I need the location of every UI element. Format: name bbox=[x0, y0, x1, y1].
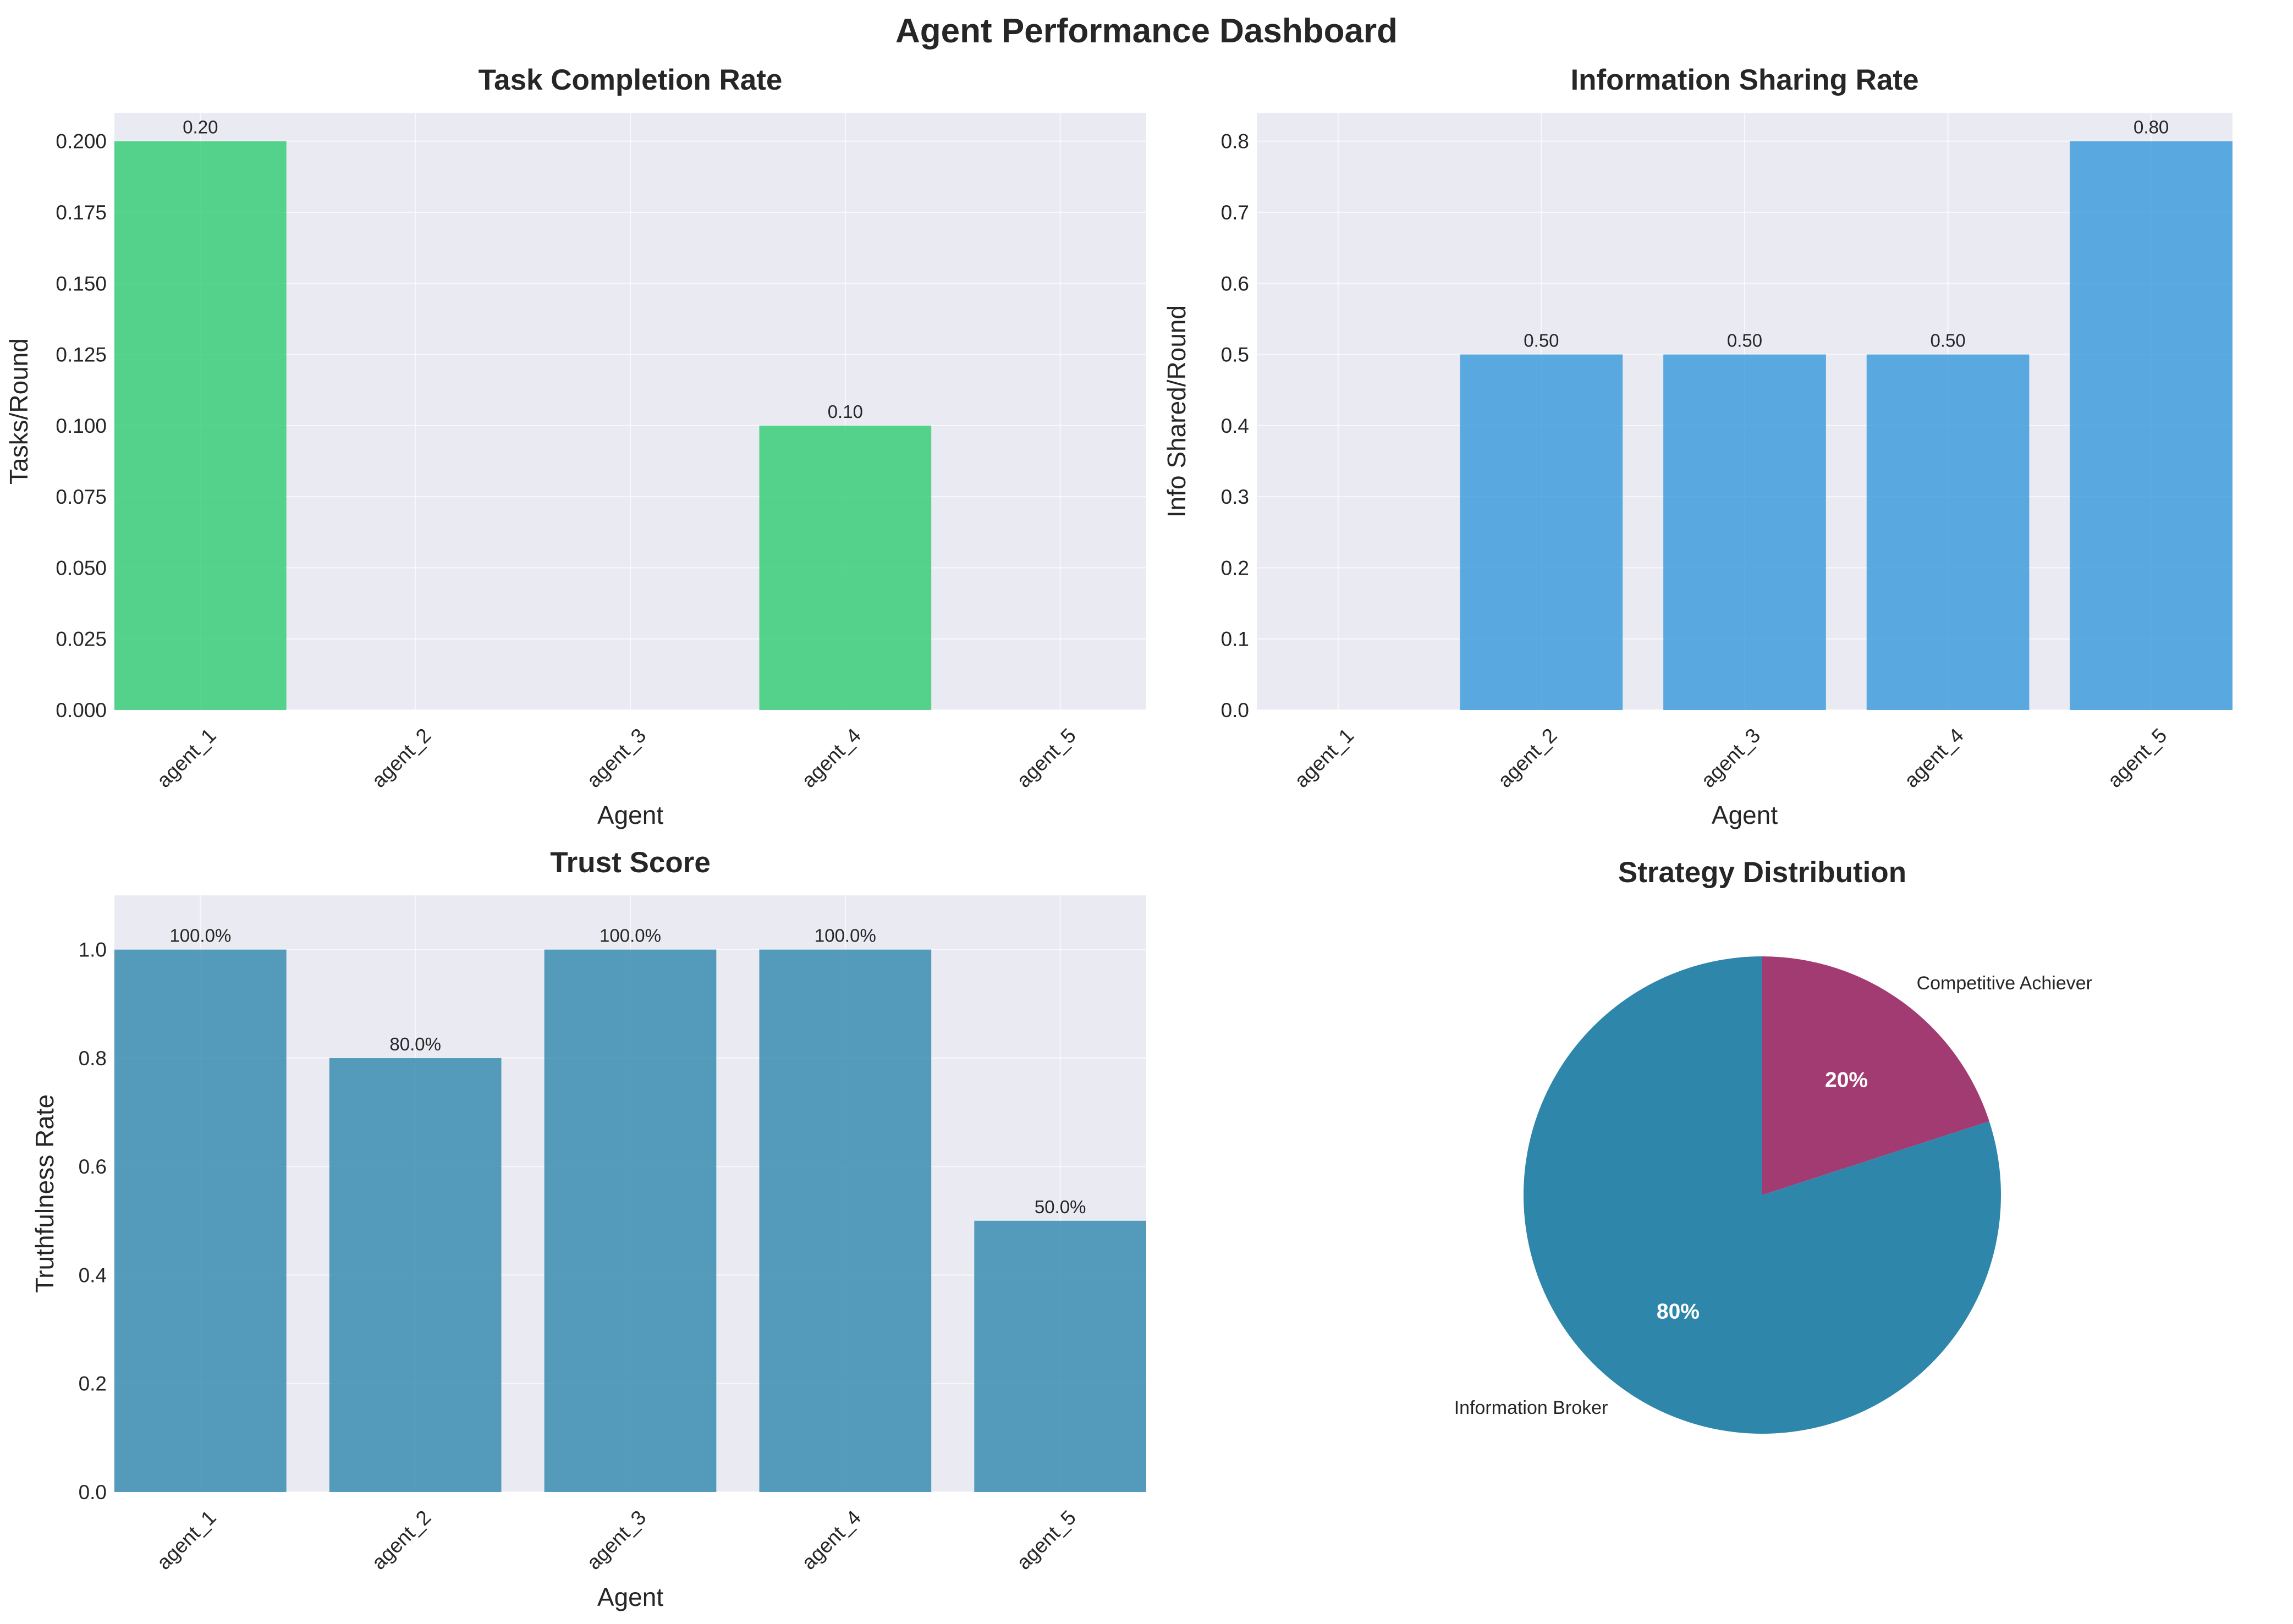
y-tick-label: 0.8 bbox=[79, 1047, 107, 1070]
data-label: 100.0% bbox=[815, 926, 876, 946]
pie-pct-label: 80% bbox=[1657, 1300, 1700, 1324]
bar-agent_2 bbox=[329, 1058, 502, 1492]
y-tick-label: 0.3 bbox=[1221, 486, 1249, 508]
bar-agent_3 bbox=[544, 949, 717, 1492]
x-tick-label: agent_1 bbox=[152, 724, 221, 792]
y-tick-label: 0.075 bbox=[56, 486, 107, 508]
y-tick-label: 0.100 bbox=[56, 415, 107, 437]
bar-agent_4 bbox=[759, 949, 932, 1492]
data-label: 0.50 bbox=[1524, 331, 1559, 351]
chart-title: Strategy Distribution bbox=[1618, 856, 1906, 889]
y-axis-label: Tasks/Round bbox=[4, 338, 33, 485]
x-tick-label: agent_2 bbox=[367, 724, 436, 792]
x-tick-label: agent_1 bbox=[1290, 724, 1359, 792]
y-tick-label: 0.2 bbox=[79, 1373, 107, 1395]
x-tick-label: agent_4 bbox=[798, 724, 866, 792]
bar-agent_1 bbox=[114, 141, 287, 710]
chart-title: Trust Score bbox=[550, 846, 711, 879]
x-tick-label: agent_2 bbox=[1493, 724, 1561, 792]
data-label: 0.20 bbox=[183, 117, 218, 137]
chart-4: Strategy Distribution 20% Competitive Achi… bbox=[1454, 856, 2092, 1434]
y-tick-label: 0.175 bbox=[56, 201, 107, 224]
y-tick-label: 0.0 bbox=[1221, 699, 1249, 722]
y-tick-label: 0.4 bbox=[79, 1264, 107, 1286]
x-tick-label: agent_5 bbox=[1012, 1506, 1080, 1574]
y-tick-label: 0.000 bbox=[56, 699, 107, 722]
pie-slice-2 bbox=[1523, 956, 2001, 1434]
chart-1: 0.20 0.10 0.000 0.025 0.050 0.075 0.100 0.125 0.… bbox=[4, 64, 1146, 829]
bar-agent_4 bbox=[1866, 354, 2030, 710]
y-tick-label: 0.200 bbox=[56, 130, 107, 153]
pie-category-label: Information Broker bbox=[1454, 1397, 1608, 1418]
data-label: 0.80 bbox=[2133, 117, 2169, 137]
x-tick-label: agent_5 bbox=[1012, 724, 1080, 792]
x-tick-label: agent_1 bbox=[152, 1506, 221, 1574]
pie-slice-1 bbox=[1762, 956, 1989, 1195]
y-tick-label: 0.150 bbox=[56, 272, 107, 295]
bar-agent_2 bbox=[1460, 354, 1623, 710]
y-tick-label: 0.6 bbox=[79, 1155, 107, 1178]
data-label: 100.0% bbox=[169, 926, 231, 946]
y-tick-label: 0.4 bbox=[1221, 415, 1249, 437]
bar-agent_3 bbox=[1663, 354, 1826, 710]
data-label: 100.0% bbox=[600, 926, 661, 946]
chart-3: 100.0% 80.0% 100.0% 100.0% 50.0% 0.0 0.2 0.4 0.6… bbox=[30, 846, 1146, 1611]
y-tick-label: 0.125 bbox=[56, 344, 107, 366]
y-axis-label: Truthfulness Rate bbox=[30, 1094, 59, 1293]
x-tick-label: agent_4 bbox=[1900, 724, 1968, 792]
y-tick-label: 0.050 bbox=[56, 557, 107, 579]
data-label: 0.50 bbox=[1930, 331, 1965, 351]
x-tick-label: agent_3 bbox=[1697, 724, 1765, 792]
x-tick-label: agent_4 bbox=[798, 1506, 866, 1574]
chart-title: Task Completion Rate bbox=[479, 64, 783, 96]
bar-agent_1 bbox=[114, 949, 287, 1492]
y-tick-label: 0.6 bbox=[1221, 272, 1249, 295]
x-axis-label: Agent bbox=[597, 801, 663, 829]
chart-title: Information Sharing Rate bbox=[1570, 64, 1918, 96]
x-tick-label: agent_3 bbox=[582, 724, 651, 792]
y-axis-label: Info Shared/Round bbox=[1162, 305, 1191, 518]
dashboard-title: Agent Performance Dashboard bbox=[895, 12, 1398, 50]
y-tick-label: 0.025 bbox=[56, 628, 107, 651]
x-axis-label: Agent bbox=[1712, 801, 1778, 829]
y-tick-label: 0.1 bbox=[1221, 628, 1249, 651]
bar-agent_5 bbox=[2070, 141, 2232, 710]
y-tick-label: 0.7 bbox=[1221, 201, 1249, 224]
y-tick-label: 0.0 bbox=[79, 1481, 107, 1504]
x-axis-label: Agent bbox=[597, 1583, 663, 1611]
pie-pct-label: 20% bbox=[1825, 1068, 1868, 1092]
bar-agent_4 bbox=[759, 425, 932, 710]
pie-category-label: Competitive Achiever bbox=[1917, 973, 2092, 994]
data-label: 80.0% bbox=[389, 1034, 441, 1054]
y-tick-label: 0.2 bbox=[1221, 557, 1249, 579]
data-label: 0.50 bbox=[1727, 331, 1762, 351]
x-tick-label: agent_3 bbox=[582, 1506, 651, 1574]
data-label: 50.0% bbox=[1035, 1197, 1086, 1217]
y-tick-label: 1.0 bbox=[79, 939, 107, 961]
x-tick-label: agent_5 bbox=[2103, 724, 2171, 792]
chart-2: 0.50 0.50 0.50 0.80 0.0 0.1 0.2 0.3 0.4 0.5 0.6 0.7… bbox=[1162, 64, 2232, 829]
x-tick-label: agent_2 bbox=[367, 1506, 436, 1574]
y-tick-label: 0.8 bbox=[1221, 130, 1249, 153]
data-label: 0.10 bbox=[828, 401, 863, 422]
y-tick-label: 0.5 bbox=[1221, 344, 1249, 366]
bar-agent_5 bbox=[974, 1220, 1146, 1492]
